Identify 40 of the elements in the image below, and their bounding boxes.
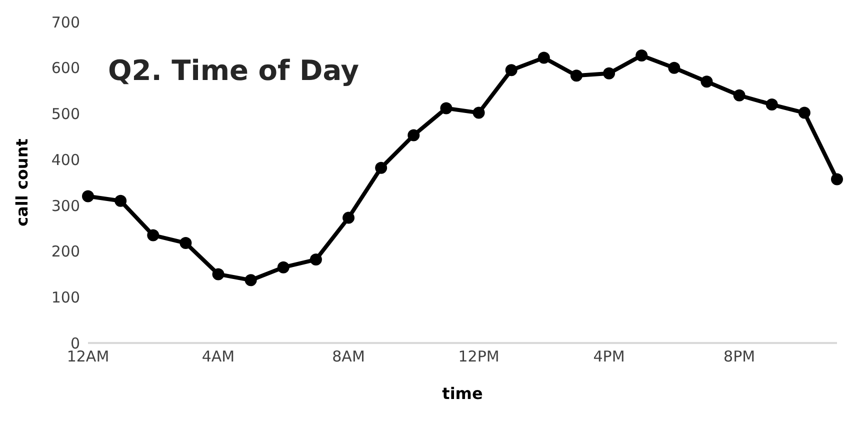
point	[733, 89, 746, 102]
y-tick-label: 300	[51, 196, 80, 215]
point	[342, 212, 355, 224]
x-tick-label: 12AM	[66, 348, 110, 366]
y-axis-title: call count	[12, 138, 32, 226]
point	[505, 64, 518, 76]
point	[538, 52, 550, 64]
point	[244, 274, 257, 286]
point	[277, 261, 290, 274]
point	[408, 129, 420, 142]
point	[668, 62, 680, 74]
point	[114, 194, 127, 207]
x-tick-label: 8PM	[724, 348, 756, 366]
point	[700, 76, 713, 88]
point	[147, 229, 160, 242]
y-tick-label: 200	[51, 242, 80, 261]
point	[310, 254, 322, 266]
text: Q2. Time of Day	[108, 54, 359, 87]
point	[440, 102, 452, 114]
y-tick-label: 600	[51, 59, 80, 78]
x-axis-title: time	[442, 384, 483, 403]
point	[375, 162, 388, 174]
point	[212, 268, 224, 280]
x-tick-label: 12PM	[458, 348, 500, 366]
point	[472, 106, 485, 119]
y-tick-label: 400	[51, 150, 80, 169]
point	[603, 67, 616, 80]
point	[636, 49, 648, 62]
y-tick-label: 100	[51, 288, 80, 306]
x-tick-label: 4AM	[202, 348, 235, 366]
point	[766, 98, 778, 111]
point	[570, 70, 582, 82]
y-tick-label: 700	[51, 13, 80, 32]
x-tick-label: 4PM	[593, 348, 625, 366]
point	[180, 237, 192, 250]
point	[831, 173, 843, 186]
point	[82, 190, 94, 202]
point	[798, 106, 810, 119]
x-tick-label: 8AM	[332, 348, 365, 366]
y-tick-label: 500	[51, 105, 80, 124]
